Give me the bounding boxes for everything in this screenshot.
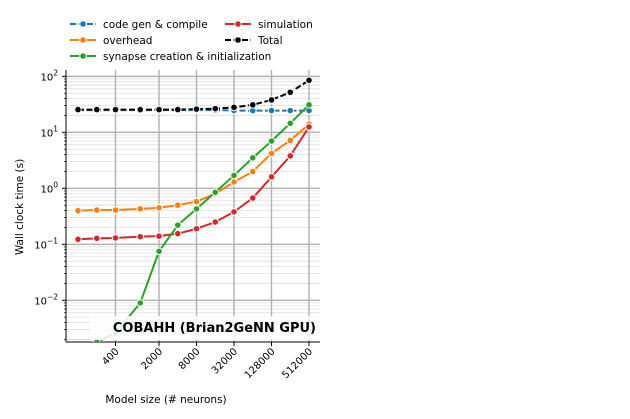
data-point (230, 178, 238, 186)
data-point (111, 105, 120, 114)
data-point (155, 232, 163, 240)
data-point (305, 101, 313, 109)
y-tick-label: 102 (40, 68, 58, 83)
x-ticks: 400 2000 8000 32000 128000 512000 (100, 342, 315, 381)
x-tick-label: 32000 (210, 346, 240, 376)
data-point (286, 136, 295, 145)
data-point (211, 188, 220, 197)
data-point (92, 234, 101, 243)
x-axis-label: Model size (# neurons) (105, 394, 226, 406)
data-point (267, 137, 276, 145)
data-point (230, 103, 238, 112)
x-tick-label: 512000 (280, 346, 315, 381)
data-point (74, 105, 82, 114)
data-point (267, 106, 276, 115)
data-point (111, 234, 120, 242)
data-point (286, 152, 295, 160)
legend-label: simulation (258, 19, 313, 31)
data-point (136, 299, 145, 307)
data-point (173, 201, 182, 209)
legend-marker (79, 36, 87, 44)
data-point (286, 119, 295, 128)
data-point (230, 171, 238, 180)
data-point (136, 232, 145, 241)
x-tick-label: 2000 (139, 346, 165, 372)
legend-label: code gen & compile (103, 19, 208, 31)
legend-item: overhead (70, 35, 152, 47)
legend-marker (234, 20, 242, 28)
y-ticks: 10−2 10−1 100 101 102 (34, 68, 66, 340)
data-point (211, 104, 220, 113)
data-point (248, 101, 257, 109)
legend: code gen & compile overhead synapse creati… (70, 19, 313, 63)
data-point (155, 203, 163, 212)
legend-item: synapse creation & initialization (70, 51, 271, 63)
data-point (286, 106, 295, 115)
data-point (248, 194, 257, 202)
legend-label: Total (257, 35, 283, 47)
legend-marker (79, 52, 87, 60)
series-total (74, 76, 313, 114)
data-point (173, 229, 182, 238)
x-tick-label: 400 (100, 346, 121, 367)
data-point (192, 224, 201, 233)
legend-marker (234, 36, 242, 44)
grid-lines (66, 70, 320, 342)
data-point (192, 197, 201, 206)
data-point (267, 149, 276, 158)
data-point (92, 105, 101, 114)
data-point (136, 205, 145, 213)
data-point (286, 88, 295, 97)
data-point (211, 218, 220, 226)
data-point (267, 96, 276, 104)
data-point (75, 349, 82, 356)
legend-item: code gen & compile (70, 19, 208, 31)
data-point (248, 154, 257, 162)
series-group (74, 76, 313, 356)
x-tick-label: 8000 (177, 346, 203, 372)
data-point (155, 105, 163, 114)
legend-marker (79, 20, 87, 28)
y-tick-label: 100 (40, 180, 58, 195)
data-point (305, 123, 313, 131)
legend-label: overhead (103, 35, 152, 47)
data-point (173, 221, 182, 229)
data-point (155, 247, 163, 256)
series-simulation (74, 123, 313, 244)
series-line (77, 126, 310, 241)
data-point (305, 76, 313, 85)
series-overhead (74, 120, 313, 215)
data-point (74, 235, 82, 244)
legend-item: Total (225, 35, 283, 47)
data-point (136, 105, 145, 114)
data-point (230, 208, 238, 216)
data-point (192, 205, 201, 213)
y-tick-label: 101 (40, 124, 58, 139)
data-point (111, 206, 120, 214)
y-tick-label: 10−1 (34, 236, 58, 251)
y-tick-label: 10−2 (34, 292, 58, 307)
annotation-background (90, 316, 320, 340)
x-tick-label: 128000 (243, 346, 278, 381)
data-point (267, 173, 276, 181)
data-point (248, 167, 257, 176)
legend-item: simulation (225, 19, 313, 31)
chart-annotation: COBAHH (Brian2GeNN GPU) (113, 321, 316, 336)
y-axis-label: Wall clock time (s) (14, 159, 26, 255)
data-point (74, 206, 82, 215)
data-point (92, 206, 101, 214)
data-point (173, 105, 182, 114)
legend-label: synapse creation & initialization (103, 51, 271, 63)
data-point (192, 105, 201, 113)
